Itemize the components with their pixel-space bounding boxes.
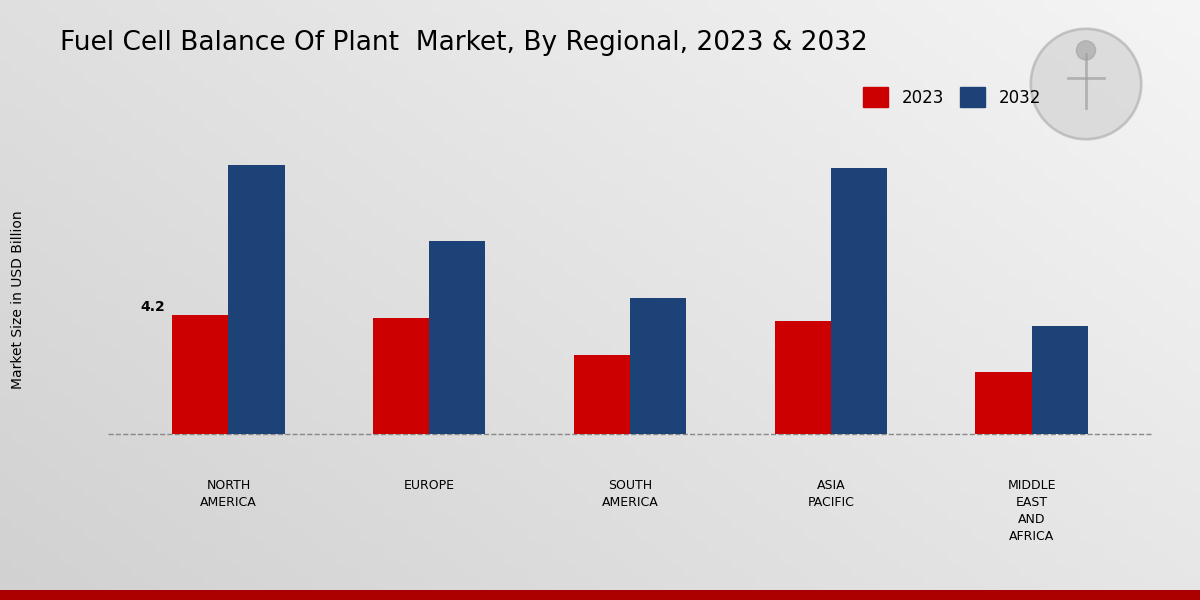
Legend: 2023, 2032: 2023, 2032 [857, 80, 1048, 114]
Text: Fuel Cell Balance Of Plant  Market, By Regional, 2023 & 2032: Fuel Cell Balance Of Plant Market, By Re… [60, 30, 868, 56]
Bar [430, 241, 486, 434]
Bar [228, 164, 284, 434]
Bar [173, 315, 228, 434]
Bar [976, 371, 1032, 434]
Bar [830, 167, 887, 434]
Circle shape [1031, 29, 1141, 139]
Text: Market Size in USD Billion: Market Size in USD Billion [11, 211, 25, 389]
Bar [774, 320, 830, 434]
Text: 4.2: 4.2 [140, 299, 164, 314]
Bar [574, 355, 630, 434]
Bar [373, 318, 430, 434]
Circle shape [1076, 41, 1096, 60]
Bar [630, 298, 686, 434]
Bar [1032, 326, 1087, 434]
